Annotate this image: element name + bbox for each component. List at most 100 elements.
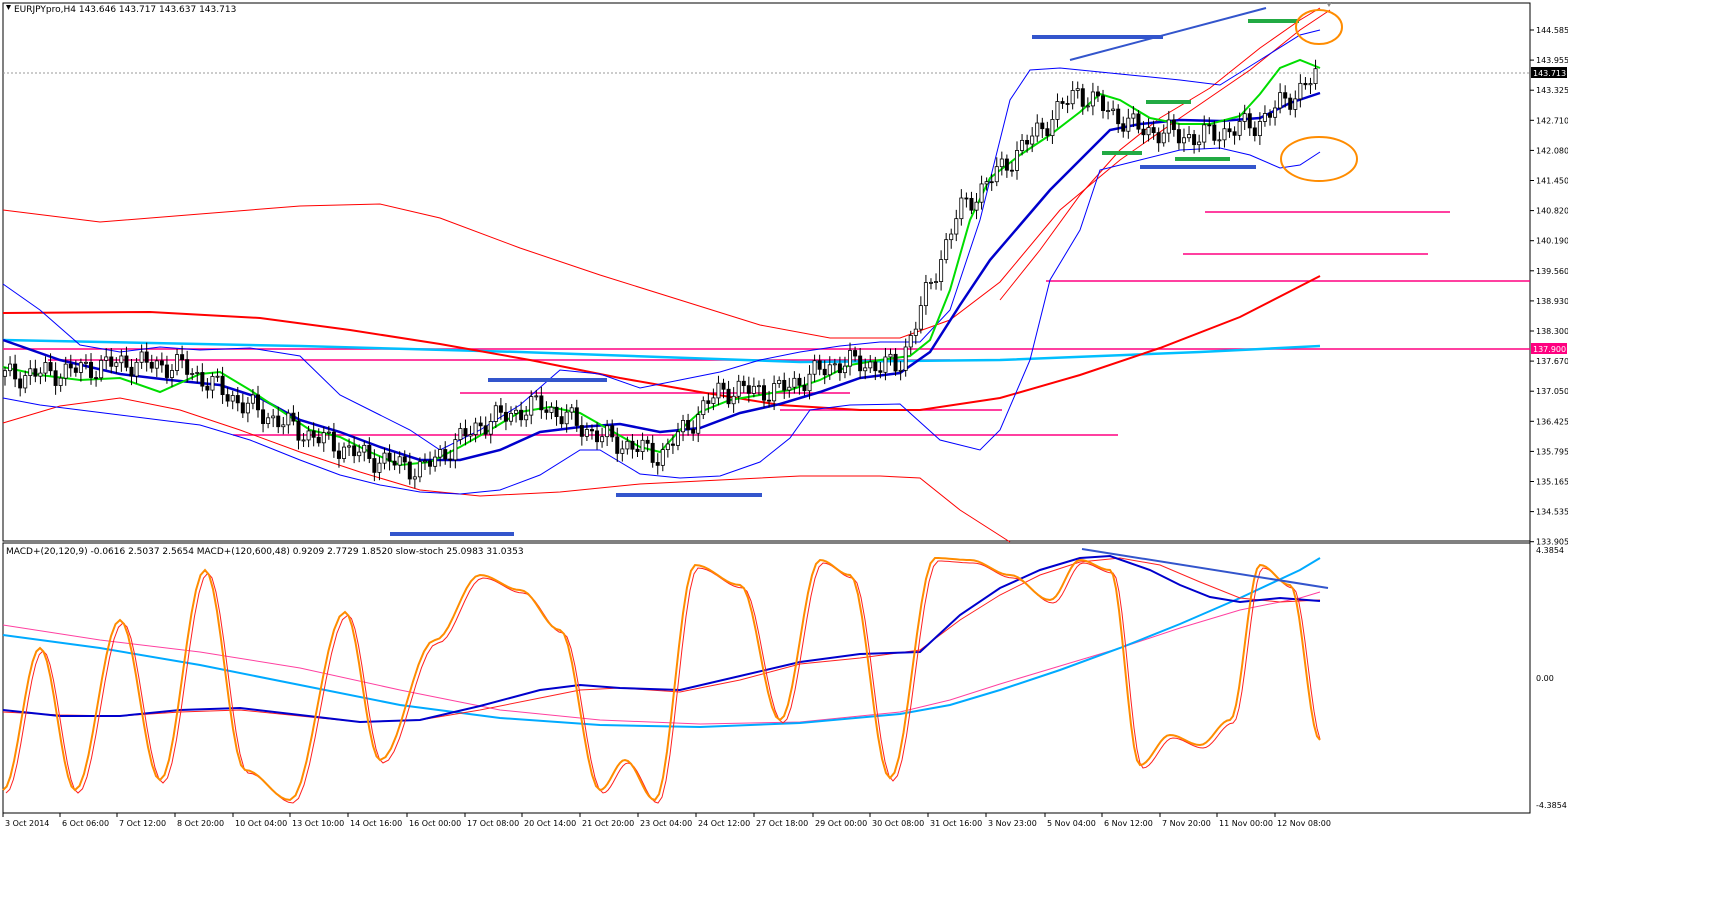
candle-body: [321, 432, 326, 444]
candle-body: [1192, 134, 1197, 146]
candle-body: [180, 354, 185, 361]
candle-body: [357, 451, 362, 457]
indicator-label: -4.3854: [1536, 801, 1567, 810]
candle-body: [600, 436, 605, 443]
candle-body: [1141, 128, 1146, 136]
candle-body: [104, 356, 109, 361]
macd-short-line: [2, 554, 1321, 724]
candle-body: [200, 372, 205, 387]
candle-body: [650, 442, 655, 463]
candle-body: [433, 456, 438, 467]
candle-body: [1030, 135, 1035, 145]
candle-body: [453, 439, 458, 461]
medium-moving-average: [2, 91, 1321, 462]
time-label: 30 Oct 08:00: [872, 819, 924, 828]
time-label: 31 Oct 16:00: [930, 819, 982, 828]
candle-body: [255, 394, 260, 411]
candle-body: [1070, 90, 1075, 105]
candle-body: [928, 281, 933, 284]
candle-body: [1268, 113, 1273, 118]
candle-body: [1171, 119, 1176, 130]
candle-body: [331, 431, 336, 452]
candle-body: [716, 382, 721, 399]
time-label: 12 Nov 08:00: [1277, 819, 1331, 828]
candle-body: [853, 350, 858, 357]
candle-body: [33, 368, 38, 377]
candle-body: [266, 417, 271, 424]
time-label: 3 Nov 23:00: [988, 819, 1037, 828]
indicator-panel-header: MACD+(20,120,9) -0.0616 2.5037 2.5654 MA…: [6, 547, 524, 557]
time-label: 6 Oct 06:00: [62, 819, 109, 828]
candle-body: [185, 359, 190, 375]
candle-body: [352, 445, 357, 457]
candle-body: [1040, 122, 1045, 130]
candle-body: [589, 429, 594, 432]
candle-body: [539, 395, 544, 411]
candle-body: [53, 370, 58, 386]
candle-body: [154, 360, 159, 369]
chart-background: [0, 0, 1568, 831]
price-label: 140.190: [1536, 237, 1568, 246]
candle-body: [78, 362, 83, 373]
candle-body: [544, 409, 549, 413]
candle-body: [286, 412, 291, 426]
candle-body: [969, 197, 974, 211]
svg-text:137.900: 137.900: [1533, 345, 1566, 354]
candle-body: [296, 420, 301, 441]
candle-body: [792, 377, 797, 388]
indicator-label: 0.00: [1536, 674, 1554, 683]
time-axis-labels: 3 Oct 2014 6 Oct 06:00 7 Oct 12:00 8 Oct 20…: [2, 813, 1331, 828]
candle-body: [1075, 88, 1080, 91]
candle-body: [83, 361, 88, 364]
candle-body: [989, 181, 994, 184]
macd-short-signal: [2, 557, 1321, 723]
candle-body: [696, 414, 701, 434]
candle-body: [1146, 127, 1151, 136]
candle-body: [1308, 83, 1313, 86]
candle-body: [169, 370, 174, 378]
candle-body: [640, 439, 645, 452]
price-label: 135.165: [1536, 478, 1568, 487]
candle-body: [994, 166, 999, 183]
candle-body: [372, 458, 377, 473]
candle-body: [574, 407, 579, 426]
candle-body: [1176, 129, 1181, 144]
time-label: 17 Oct 08:00: [467, 819, 519, 828]
candle-body: [1222, 128, 1227, 141]
candle-body: [175, 354, 180, 371]
candle-body: [1025, 139, 1030, 145]
candle-body: [139, 351, 144, 363]
candle-body: [94, 377, 99, 379]
candle-body: [291, 412, 296, 422]
chart-window[interactable]: EURJPYpro,H4 143.646 143.717 143.637 143…: [0, 0, 1568, 831]
candle-body: [225, 394, 230, 402]
candle-body: [807, 373, 812, 392]
candle-body: [1197, 141, 1202, 146]
candle-body: [625, 440, 630, 450]
candle-body: [1055, 101, 1060, 120]
candle-body: [458, 428, 463, 441]
candle-body: [281, 424, 286, 428]
price-label: 142.710: [1536, 116, 1568, 125]
candle-body: [908, 335, 913, 348]
candle-body: [392, 460, 397, 466]
candle-body: [326, 431, 331, 434]
candle-body: [746, 385, 751, 394]
candle-body: [635, 448, 640, 452]
candle-body: [686, 420, 691, 430]
candle-body: [276, 415, 281, 428]
symbol-dropdown-icon[interactable]: [6, 5, 11, 10]
highlight-circle-bottom: [1280, 136, 1358, 182]
candle-body: [498, 405, 503, 413]
candle-body: [1278, 92, 1283, 109]
candle-body: [195, 372, 200, 374]
current-price-tag: 143.713: [1531, 67, 1567, 78]
scroll-shift-icon[interactable]: [1326, 2, 1332, 7]
candle-body: [438, 449, 443, 458]
candle-body: [473, 422, 478, 435]
candle-body: [923, 282, 928, 307]
candle-body: [655, 462, 660, 466]
candle-body: [1106, 110, 1111, 112]
candle-body: [1232, 131, 1237, 136]
candle-body: [964, 197, 969, 200]
